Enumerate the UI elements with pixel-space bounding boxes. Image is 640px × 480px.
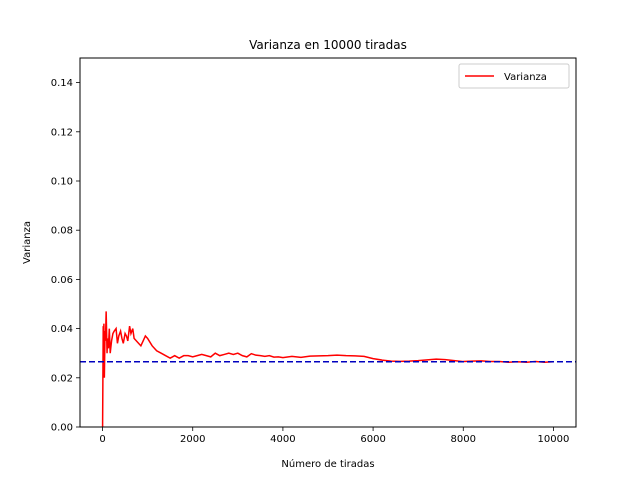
- plot-frame: [79, 57, 577, 428]
- y-tick-label: 0.00: [51, 423, 73, 434]
- x-tick-label: 10000: [538, 434, 570, 445]
- y-tick-label: 0.08: [51, 226, 73, 237]
- x-axis-label: Número de tiradas: [281, 458, 374, 470]
- legend: Varianza: [458, 63, 570, 89]
- y-tick-label: 0.04: [51, 324, 73, 335]
- x-tick-label: 0: [99, 434, 105, 445]
- x-tick-label: 6000: [360, 434, 385, 445]
- legend-label-varianza: Varianza: [504, 72, 547, 83]
- y-tick-label: 0.10: [51, 177, 73, 188]
- series-line-varianza: [101, 311, 554, 428]
- y-tick-label: 0.12: [51, 127, 73, 138]
- chart-title: Varianza en 10000 tiradas: [249, 38, 407, 52]
- x-tick-label: 4000: [270, 434, 295, 445]
- series-layer: [80, 311, 576, 428]
- y-tick-label: 0.06: [51, 275, 73, 286]
- ticks-layer: 0 2000 4000 6000 8000 10000 0.00 0.02 0.04 0.06 0.…: [51, 78, 570, 445]
- legend-box: [458, 63, 570, 89]
- x-tick-label: 8000: [451, 434, 476, 445]
- y-tick-label: 0.14: [51, 78, 73, 89]
- x-tick-label: 2000: [180, 434, 205, 445]
- y-axis-label: Varianza: [22, 221, 33, 264]
- y-tick-label: 0.02: [51, 373, 73, 384]
